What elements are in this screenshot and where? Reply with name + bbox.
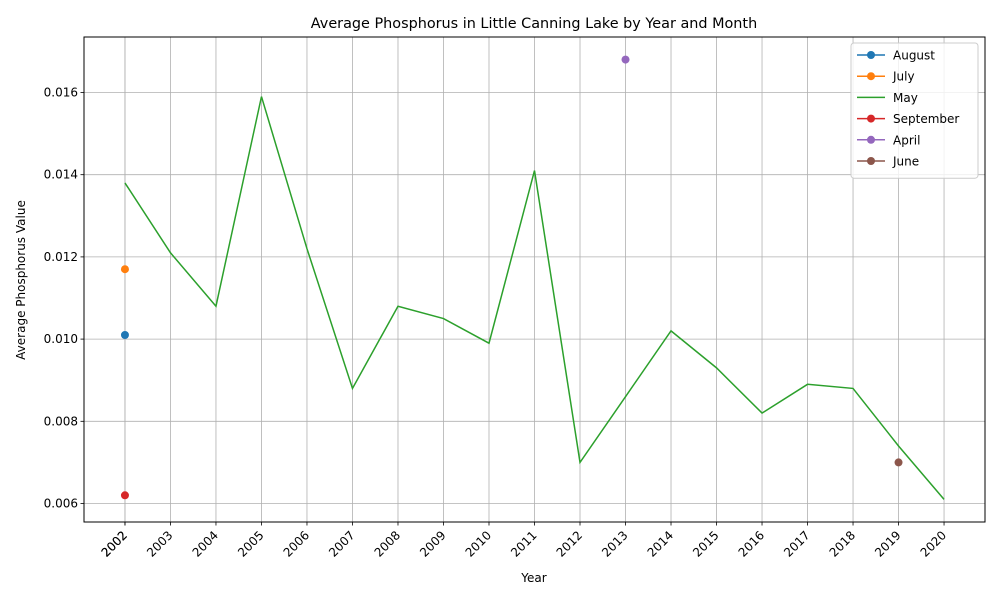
legend-label-september: September xyxy=(893,112,959,126)
legend-label-june: June xyxy=(892,155,919,169)
data-point-april xyxy=(621,55,630,64)
data-point-june xyxy=(894,458,903,467)
legend-label-july: July xyxy=(892,70,915,84)
x-axis-title: Year xyxy=(520,571,546,585)
legend-label-april: April xyxy=(893,133,920,147)
legend: August July May September April June xyxy=(850,42,979,179)
legend-swatch-marker-august xyxy=(867,51,875,59)
y-tick-label: 0.010 xyxy=(44,332,78,346)
y-axis-title: Average Phosphorus Value xyxy=(14,200,28,360)
chart-title: Average Phosphorus in Little Canning Lak… xyxy=(311,16,757,32)
y-tick-label: 0.016 xyxy=(44,85,78,99)
legend-swatch-marker-july xyxy=(867,72,875,81)
y-tick-label: 0.006 xyxy=(44,497,78,511)
grid-lines xyxy=(84,37,985,522)
data-point-july xyxy=(120,265,129,274)
legend-swatch-marker-june xyxy=(867,157,875,165)
legend-label-august: August xyxy=(893,49,935,63)
legend-label-may: May xyxy=(893,91,918,105)
data-point-september xyxy=(120,491,129,500)
legend-swatch-marker-april xyxy=(867,135,875,144)
series-line-may xyxy=(124,96,945,500)
legend-swatch-marker-september xyxy=(867,114,875,123)
y-tick-label: 0.008 xyxy=(44,414,78,428)
data-point-august xyxy=(120,330,129,339)
y-tick-label: 0.014 xyxy=(44,168,78,182)
y-tick-label: 0.012 xyxy=(44,250,78,264)
data-series xyxy=(120,55,945,500)
